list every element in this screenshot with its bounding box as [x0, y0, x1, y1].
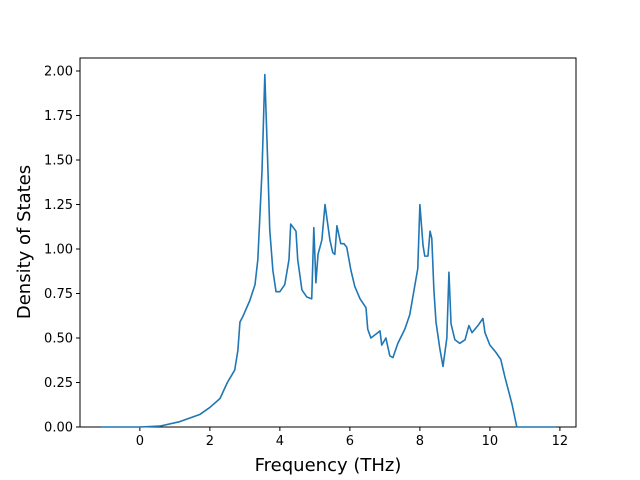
y-tick-label: 1.25 — [44, 198, 73, 213]
x-tick-label: 2 — [206, 434, 214, 449]
x-tick-label: 0 — [136, 434, 144, 449]
y-tick-label: 1.50 — [44, 153, 73, 168]
y-tick-label: 1.00 — [44, 242, 73, 257]
x-tick-label: 4 — [276, 434, 284, 449]
x-tick-label: 10 — [482, 434, 499, 449]
x-tick-label: 8 — [416, 434, 424, 449]
x-tick-label: 6 — [346, 434, 354, 449]
x-tick-label: 12 — [552, 434, 569, 449]
line — [101, 73, 557, 428]
y-axis-label: Density of States — [14, 165, 35, 319]
y-tick-label: 0.00 — [44, 421, 73, 436]
y-tick-label: 0.50 — [44, 331, 73, 346]
y-tick-label: 0.25 — [44, 376, 73, 391]
y-tick-label: 0.75 — [44, 287, 73, 302]
x-axis-label: Frequency (THz) — [255, 455, 402, 476]
y-tick-label: 1.75 — [44, 109, 73, 124]
plot-frame — [79, 57, 577, 428]
y-tick-label: 2.00 — [44, 64, 73, 79]
